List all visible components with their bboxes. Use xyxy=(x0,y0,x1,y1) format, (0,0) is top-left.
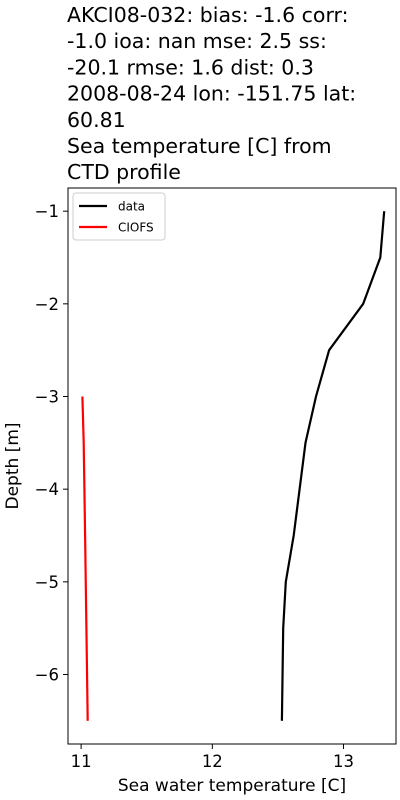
series-lines xyxy=(81,211,386,721)
legend-box xyxy=(72,192,166,241)
title-line: CTD profile xyxy=(67,160,181,184)
title-line: 2008-08-24 lon: -151.75 lat: xyxy=(67,82,356,106)
legend-label: CIOFS xyxy=(118,221,154,235)
series-line-data xyxy=(280,211,386,721)
title-line: -1.0 ioa: nan mse: 2.5 ss: xyxy=(67,29,327,53)
legend: data CIOFS xyxy=(72,192,166,241)
title-line: -20.1 rmse: 1.6 dist: 0.3 xyxy=(67,55,314,79)
x-axis-label: Sea water temperature [C] xyxy=(118,776,346,796)
legend-label: data xyxy=(118,200,145,214)
chart-title: AKCI08-032: bias: -1.6 corr:-1.0 ioa: na… xyxy=(67,3,356,184)
y-tick-label: −2 xyxy=(35,295,59,314)
x-tick-label: 13 xyxy=(333,752,354,771)
y-tick-label: −6 xyxy=(35,666,59,685)
title-line: AKCI08-032: bias: -1.6 corr: xyxy=(67,3,349,27)
y-axis: −1 −2 −3 −4 −5 −6 xyxy=(35,202,68,685)
y-tick-label: −1 xyxy=(35,202,59,221)
x-tick-label: 12 xyxy=(202,752,223,771)
series-line-ciofs xyxy=(81,396,89,721)
y-tick-label: −4 xyxy=(35,480,59,499)
title-line: Sea temperature [C] from xyxy=(67,134,332,158)
y-tick-label: −5 xyxy=(35,573,59,592)
title-line: 60.81 xyxy=(67,108,126,132)
y-tick-label: −3 xyxy=(35,388,59,407)
plot-area xyxy=(67,187,397,745)
y-axis-label: Depth [m] xyxy=(3,422,23,509)
x-axis: 11 12 13 xyxy=(71,744,354,771)
x-tick-label: 11 xyxy=(71,752,92,771)
